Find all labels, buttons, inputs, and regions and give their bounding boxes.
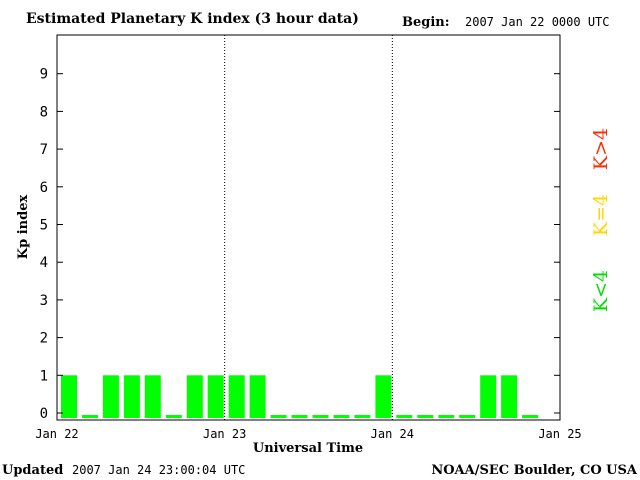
kp-bar xyxy=(312,415,329,418)
x-tick-label: Jan 25 xyxy=(538,427,581,441)
y-tick-label: 4 xyxy=(40,255,48,271)
x-axis-label: Universal Time xyxy=(253,441,363,456)
kp-bar xyxy=(417,415,434,418)
source-credit: NOAA/SEC Boulder, CO USA xyxy=(431,463,638,478)
kp-bar xyxy=(61,375,77,418)
chart-title: Estimated Planetary K index (3 hour data… xyxy=(26,11,359,27)
x-tick-label: Jan 23 xyxy=(203,427,246,441)
kp-bar xyxy=(270,415,287,418)
y-tick-label: 9 xyxy=(40,67,48,83)
begin-value: 2007 Jan 22 0000 UTC xyxy=(465,15,610,29)
y-ticks: 0 1 2 3 4 5 6 7 8 9 xyxy=(40,67,560,422)
legend-k-greater-4: K>4 xyxy=(590,128,612,170)
legend-k-equal-4: K=4 xyxy=(590,194,612,236)
kp-bar xyxy=(522,415,539,418)
legend-k-less-4: K<4 xyxy=(590,270,612,312)
updated-label: Updated xyxy=(2,463,63,478)
kp-bar xyxy=(165,415,182,418)
y-tick-label: 7 xyxy=(40,142,48,158)
y-axis-label: Kp index xyxy=(16,195,31,260)
kp-bar xyxy=(333,415,350,418)
updated-value: 2007 Jan 24 23:00:04 UTC xyxy=(72,463,245,477)
kp-bar xyxy=(501,375,518,418)
x-tick-label: Jan 22 xyxy=(35,427,78,441)
y-tick-label: 8 xyxy=(40,104,48,120)
kp-bar xyxy=(228,375,245,418)
begin-label: Begin: xyxy=(402,15,450,30)
kp-bar xyxy=(123,375,140,418)
kp-bar xyxy=(354,415,371,418)
y-tick-label: 3 xyxy=(40,293,48,309)
kp-bar xyxy=(375,375,392,418)
x-ticks: Jan 22 Jan 23 Jan 24 Jan 25 xyxy=(35,427,581,441)
y-tick-label: 6 xyxy=(40,180,48,196)
kp-bar xyxy=(480,375,497,418)
y-tick-label: 0 xyxy=(40,406,48,422)
kp-bar xyxy=(249,375,266,418)
kp-bar xyxy=(207,375,224,418)
kp-bar xyxy=(186,375,203,418)
y-tick-label: 2 xyxy=(40,331,48,347)
day-divider-lines xyxy=(224,35,393,420)
kp-bar xyxy=(291,415,308,418)
kp-bar xyxy=(438,415,455,418)
y-tick-label: 1 xyxy=(40,368,48,384)
kp-bar xyxy=(144,375,161,418)
kp-bar xyxy=(102,375,119,418)
plot-frame xyxy=(56,34,561,421)
kp-bar xyxy=(459,415,476,418)
kp-bar xyxy=(396,415,413,418)
y-tick-label: 5 xyxy=(40,218,48,234)
kp-bar xyxy=(82,415,98,418)
kp-bars xyxy=(61,375,539,418)
x-tick-label: Jan 24 xyxy=(371,427,414,441)
